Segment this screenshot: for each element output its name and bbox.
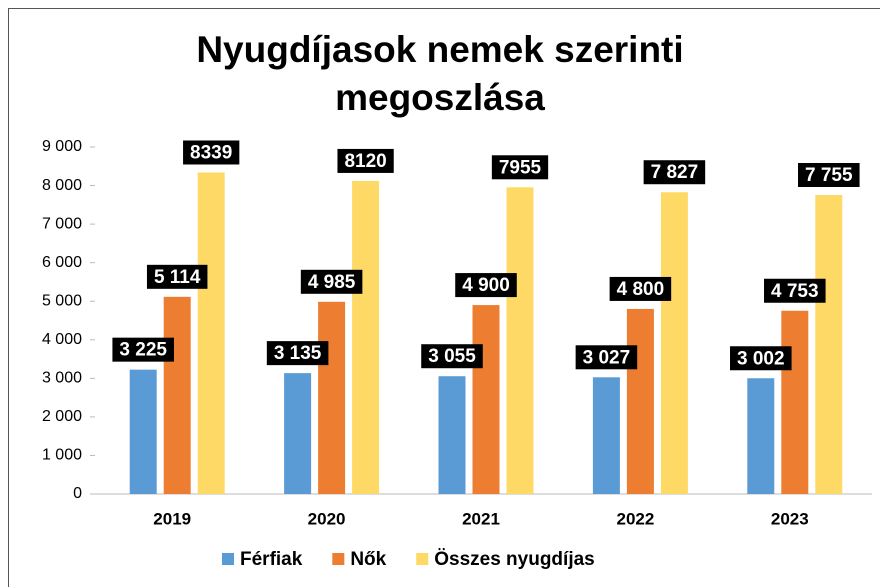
bar [197,172,225,494]
data-label-text: 5 114 [154,267,201,288]
data-label: 3 055 [421,344,483,369]
data-label-text: 4 985 [308,272,356,293]
data-label-box [300,269,363,294]
chart-border [8,8,880,587]
bar [626,308,654,494]
data-label: 8120 [337,148,394,173]
bar [815,195,843,495]
legend-label: Nők [350,549,386,570]
data-label-box [337,148,394,173]
data-label-box [183,140,240,165]
data-label-box [112,337,174,362]
legend-swatch [222,553,234,565]
data-label: 4 985 [300,269,363,294]
y-tick-label: 1 000 [42,447,82,464]
data-label-box [609,276,672,301]
data-label: 4 753 [764,278,826,303]
bar [352,180,380,494]
data-label-text: 3 055 [428,346,476,367]
data-label: 7 827 [643,160,706,185]
legend-swatch [332,553,345,565]
data-label: 5 114 [146,264,208,289]
y-tick-label: 5 000 [42,292,82,309]
x-tick-label: 2020 [308,509,346,528]
data-label-box [575,345,638,370]
legend-label: Összes nyugdíjas [434,549,595,570]
y-tick-label: 6 000 [42,254,82,271]
y-tick-label: 9 000 [42,138,82,155]
chart-title: Nyugdíjasok nemek szerinti megoszlása [196,29,684,118]
bar [472,305,500,494]
data-label: 3 135 [266,341,329,366]
bar [438,376,466,494]
data-label-text: 3 002 [737,348,785,369]
bar [129,369,157,494]
data-label-box [266,341,329,366]
data-label: 3 225 [112,337,174,362]
bar [660,192,688,495]
y-tick-label: 3 000 [42,370,82,387]
data-label-text: 8339 [190,143,232,164]
bar [506,187,534,494]
data-label-box [730,346,792,371]
bar [592,377,620,494]
data-label-text: 3 225 [119,340,167,361]
bar [284,373,312,494]
data-label-box [798,163,860,188]
data-label: 8339 [183,140,240,165]
data-label: 4 900 [455,273,517,298]
data-label: 3 027 [575,345,638,370]
y-tick-label: 2 000 [42,408,82,425]
y-tick-label: 0 [73,485,82,502]
x-tick-label: 2022 [616,509,654,528]
data-label-box [643,160,706,185]
data-label-text: 3 027 [583,347,631,368]
y-tick-label: 8 000 [42,177,82,194]
data-label: 3 002 [730,346,792,371]
data-label-box [491,155,549,180]
bar [318,301,346,494]
x-tick-label: 2019 [153,509,191,528]
y-tick-label: 7 000 [42,215,82,232]
bar [747,378,775,494]
data-label: 4 800 [609,276,672,301]
data-label-text: 4 800 [617,279,665,300]
data-label: 7 755 [798,163,860,188]
data-label-text: 4 753 [771,281,819,302]
x-tick-label: 2023 [771,509,809,528]
data-label-text: 7 755 [805,165,853,186]
y-tick-label: 4 000 [42,331,82,348]
data-label-box [764,278,826,303]
bar [781,310,809,494]
data-label-box [421,344,483,369]
data-label-text: 3 135 [274,343,322,364]
data-label-text: 4 900 [462,275,510,296]
legend-label: Férfiak [240,549,303,570]
data-label-box [455,273,517,298]
data-label: 7955 [491,155,549,180]
data-label-text: 8120 [344,151,386,172]
bar [163,296,191,494]
data-label-text: 7955 [499,157,542,178]
data-label-box [146,264,208,289]
data-label-text: 7 827 [651,162,699,183]
x-tick-label: 2021 [462,509,500,528]
legend-swatch [416,553,429,565]
